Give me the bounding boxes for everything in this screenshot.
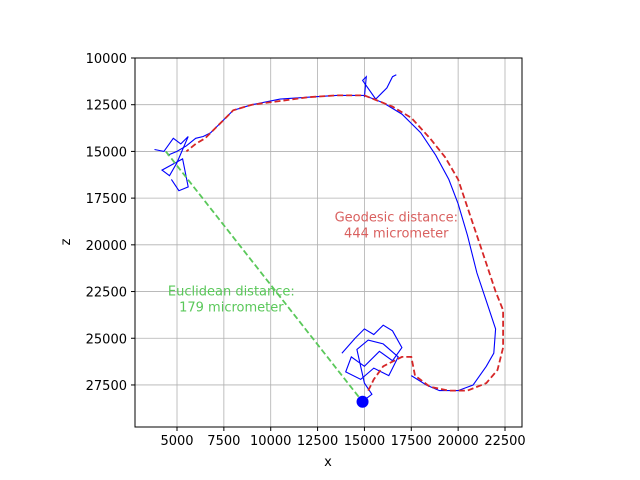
x-tick-label: 22500 xyxy=(484,434,525,449)
annotation: Geodesic distance: xyxy=(335,210,458,225)
x-tick-label: 5000 xyxy=(160,434,193,449)
x-tick-label: 7500 xyxy=(207,434,240,449)
series-line xyxy=(154,136,189,192)
x-tick-label: 15000 xyxy=(344,434,385,449)
y-axis-label: z xyxy=(59,238,74,245)
x-tick-label: 12500 xyxy=(297,434,338,449)
series-line xyxy=(165,150,364,403)
plot-frame xyxy=(134,57,523,428)
y-tick-label: 20000 xyxy=(86,239,127,254)
x-tick-label: 17500 xyxy=(391,434,432,449)
x-tick-label: 20000 xyxy=(437,434,478,449)
annotation: 444 micrometer xyxy=(344,226,449,241)
y-tick-label: 12500 xyxy=(86,99,127,114)
series-line xyxy=(361,74,397,100)
y-tick-label: 17500 xyxy=(86,192,127,207)
y-tick-label: 27500 xyxy=(86,379,127,394)
y-tick-label: 22500 xyxy=(86,286,127,301)
y-tick-label: 10000 xyxy=(86,52,127,67)
soma xyxy=(356,395,369,408)
annotation: 179 micrometer xyxy=(179,300,284,315)
y-tick-label: 15000 xyxy=(86,145,127,160)
x-tick-label: 10000 xyxy=(250,434,291,449)
series-line xyxy=(185,94,504,392)
series-line xyxy=(341,324,403,401)
series-line xyxy=(167,94,497,392)
x-axis-label: x xyxy=(324,455,332,470)
y-tick-label: 25000 xyxy=(86,332,127,347)
annotation: Euclidean distance: xyxy=(168,284,295,299)
